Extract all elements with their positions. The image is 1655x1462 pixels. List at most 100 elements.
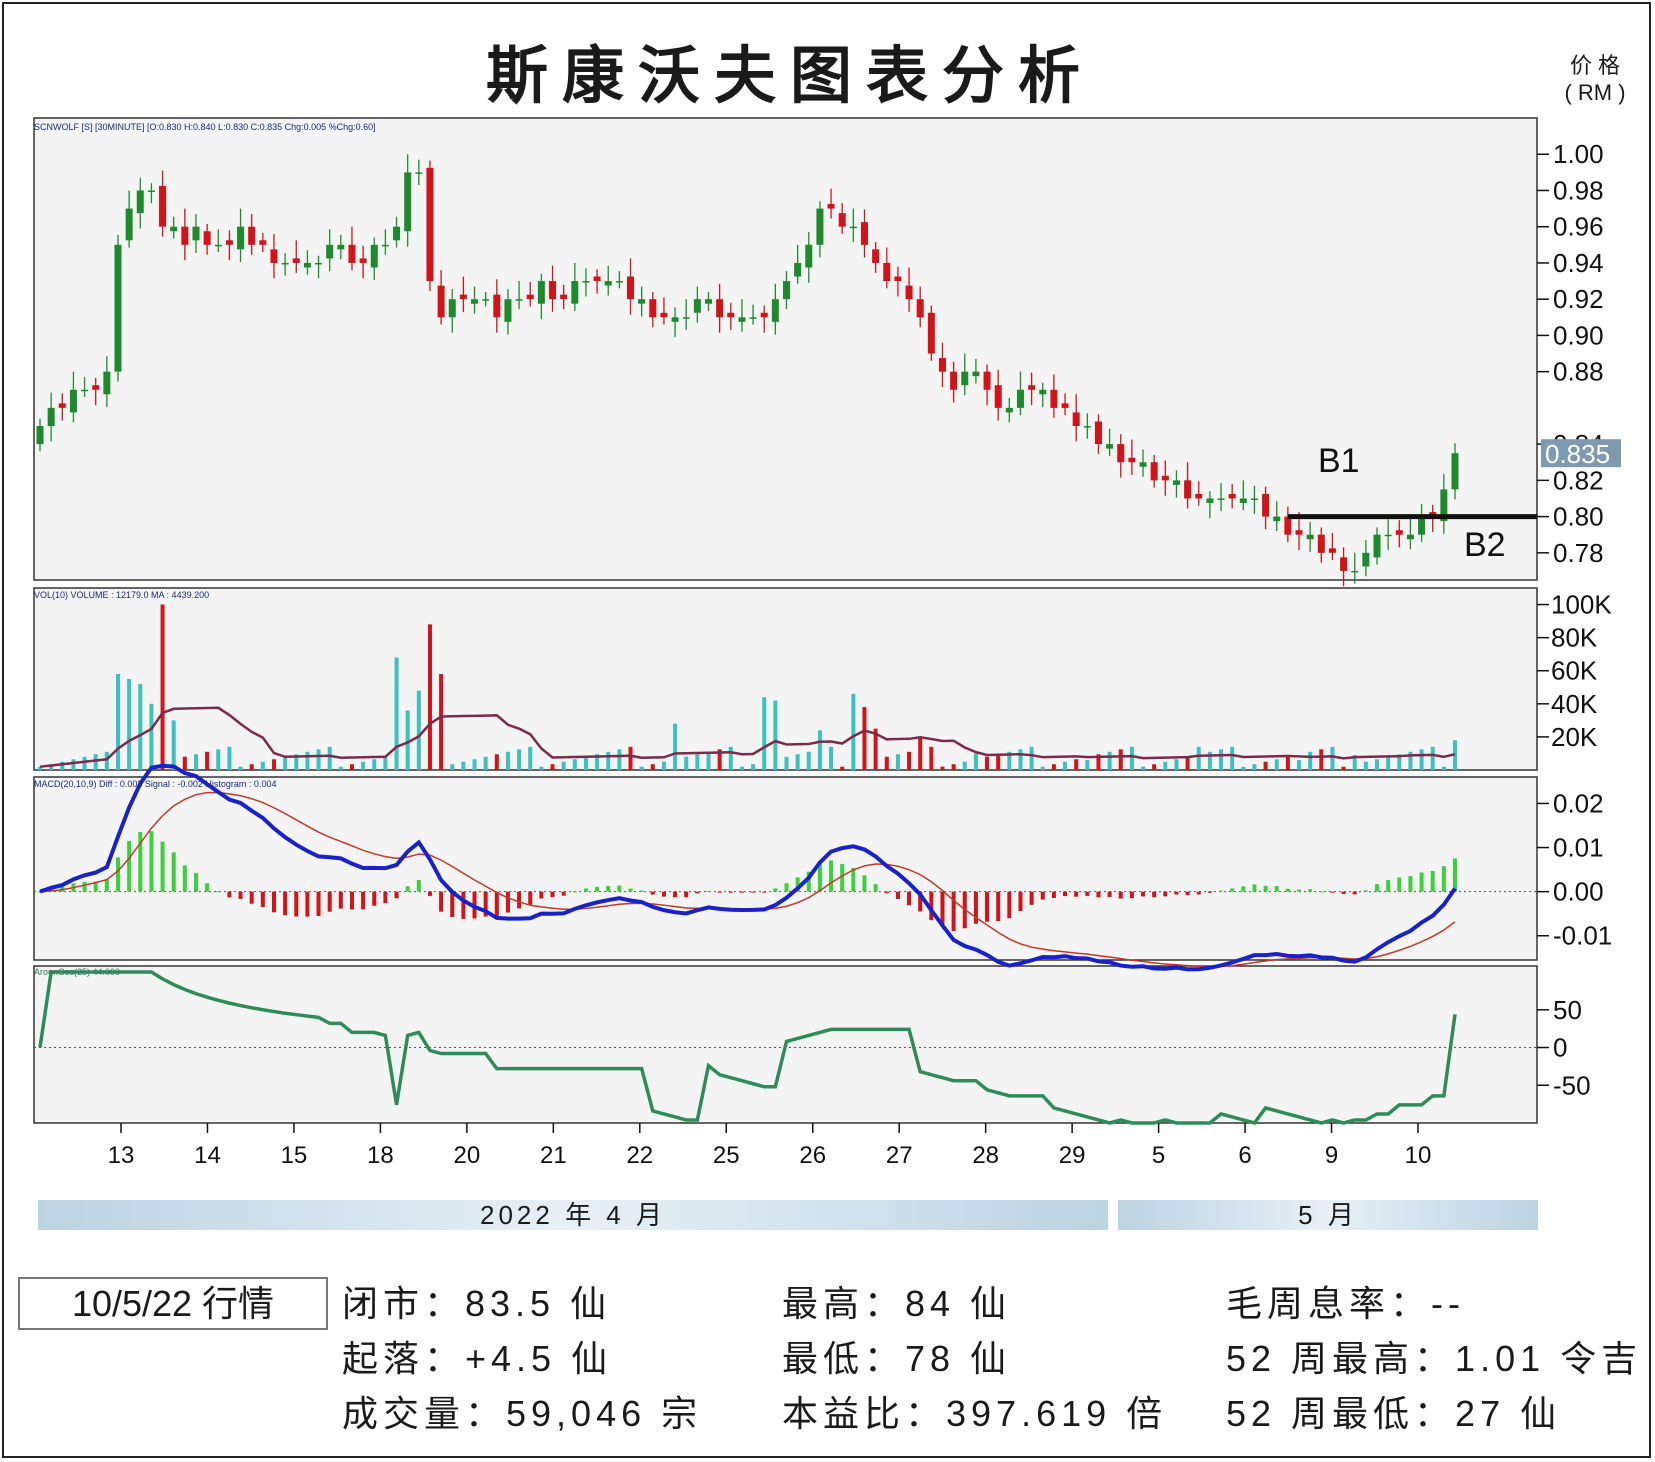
price-axis-label: 0.88 — [1553, 357, 1604, 387]
panel-price — [33, 117, 1538, 581]
candle-body — [192, 226, 200, 241]
macd-histogram-bar — [561, 891, 566, 896]
macd-histogram-bar — [762, 891, 767, 893]
volume-bar — [1040, 766, 1045, 770]
volume-bar — [650, 764, 655, 770]
candle-body — [638, 299, 646, 304]
candle-body — [1406, 534, 1414, 540]
macd-histogram-bar — [1274, 886, 1279, 892]
candle-body — [1317, 534, 1325, 553]
candle-body — [738, 317, 746, 322]
macd-histogram-bar — [940, 891, 945, 927]
macd-histogram-bar — [773, 888, 778, 892]
volume-bar — [1285, 756, 1290, 770]
volume-bar — [817, 730, 822, 770]
volume-bar — [316, 749, 321, 770]
macd-histogram-bar — [840, 863, 845, 892]
macd-histogram-bar — [639, 890, 644, 892]
candle-body — [938, 358, 946, 372]
volume-bar — [561, 761, 566, 770]
macd-histogram-bar — [851, 867, 856, 892]
macd-histogram-bar — [1241, 886, 1246, 892]
volume-bar — [1018, 749, 1023, 770]
candle-body — [303, 262, 311, 268]
macd-histogram-bar — [483, 891, 488, 917]
macd-histogram-bar — [383, 891, 388, 904]
annotation-b2: B2 — [1464, 526, 1506, 564]
x-axis-label: 25 — [713, 1142, 740, 1169]
macd-histogram-bar — [1397, 877, 1402, 892]
candle-body — [459, 294, 467, 300]
volume-bar — [71, 759, 76, 770]
volume-bar — [617, 749, 622, 770]
volume-bar — [1263, 761, 1268, 770]
macd-histogram-bar — [1118, 891, 1123, 899]
candle-body — [92, 385, 100, 390]
price-axis-label: 0.94 — [1553, 248, 1604, 278]
volume-bar — [606, 751, 611, 770]
candle-body — [604, 281, 612, 286]
volume-bar — [104, 751, 109, 770]
macd-histogram-bar — [873, 884, 878, 892]
candle-body — [1295, 530, 1303, 535]
macd-axis-label: 0.00 — [1553, 877, 1604, 907]
candle-body — [237, 226, 245, 250]
macd-histogram-bar — [1096, 891, 1101, 898]
candle-body — [1005, 407, 1013, 413]
volume-bar — [405, 710, 410, 770]
aroon-line — [38, 970, 1457, 1126]
candle-body — [682, 317, 690, 319]
candle-body — [1351, 570, 1359, 573]
macd-histogram-bar — [138, 831, 143, 892]
candle-body — [69, 389, 77, 413]
volume-bar — [127, 679, 132, 770]
macd-histogram-bar — [739, 891, 744, 893]
volume-bar — [829, 746, 834, 770]
macd-histogram-bar — [550, 891, 555, 898]
macd-histogram-bar — [349, 891, 354, 910]
candle-body — [582, 281, 590, 283]
candle-body — [147, 190, 155, 192]
macd-histogram-bar — [1408, 876, 1413, 892]
macd-histogram-bar — [907, 891, 912, 906]
volume-bar — [205, 751, 210, 770]
volume-bar — [1141, 766, 1146, 770]
macd-histogram-bar — [305, 891, 310, 917]
macd-histogram-bar — [1441, 866, 1446, 892]
volume-bar — [517, 749, 522, 770]
stat-dividend: 毛周息率：-- — [1226, 1283, 1465, 1324]
last-price-tag — [1541, 439, 1621, 468]
stat-pe: 本益比：397.619 倍 — [782, 1393, 1168, 1434]
macd-histogram-bar — [572, 891, 577, 893]
volume-bar — [572, 759, 577, 770]
macd-histogram-bar — [361, 891, 366, 910]
macd-histogram-bar — [1196, 891, 1201, 895]
volume-bar — [238, 766, 243, 770]
macd-histogram-bar — [104, 879, 109, 892]
volume-bar — [1118, 749, 1123, 770]
volume-bar — [1341, 766, 1346, 770]
volume-bar — [1174, 759, 1179, 770]
candle-body — [1228, 493, 1236, 499]
panel-vol — [33, 587, 1538, 771]
macd-histogram-bar — [1419, 872, 1424, 892]
volume-bar — [1230, 746, 1235, 770]
candle-body — [203, 231, 211, 245]
candle-body — [1306, 534, 1314, 540]
volume-bar — [1051, 764, 1056, 770]
volume-bar — [1397, 754, 1402, 770]
volume-bar — [862, 707, 867, 770]
candle-body — [471, 299, 479, 304]
volume-bar — [1152, 764, 1157, 770]
macd-histogram-bar — [1363, 890, 1368, 892]
macd-histogram-bar — [416, 879, 421, 892]
volume-bar — [996, 754, 1001, 770]
price-axis-label: 0.90 — [1553, 320, 1604, 350]
candle-body — [660, 312, 668, 318]
volume-axis-label: 80K — [1551, 623, 1598, 653]
candle-body — [181, 226, 189, 245]
stat-volume: 成交量：59,046 宗 — [342, 1393, 703, 1434]
candle-body — [1139, 462, 1147, 467]
macd-histogram-bar — [1319, 891, 1324, 893]
volume-bar — [383, 756, 388, 770]
